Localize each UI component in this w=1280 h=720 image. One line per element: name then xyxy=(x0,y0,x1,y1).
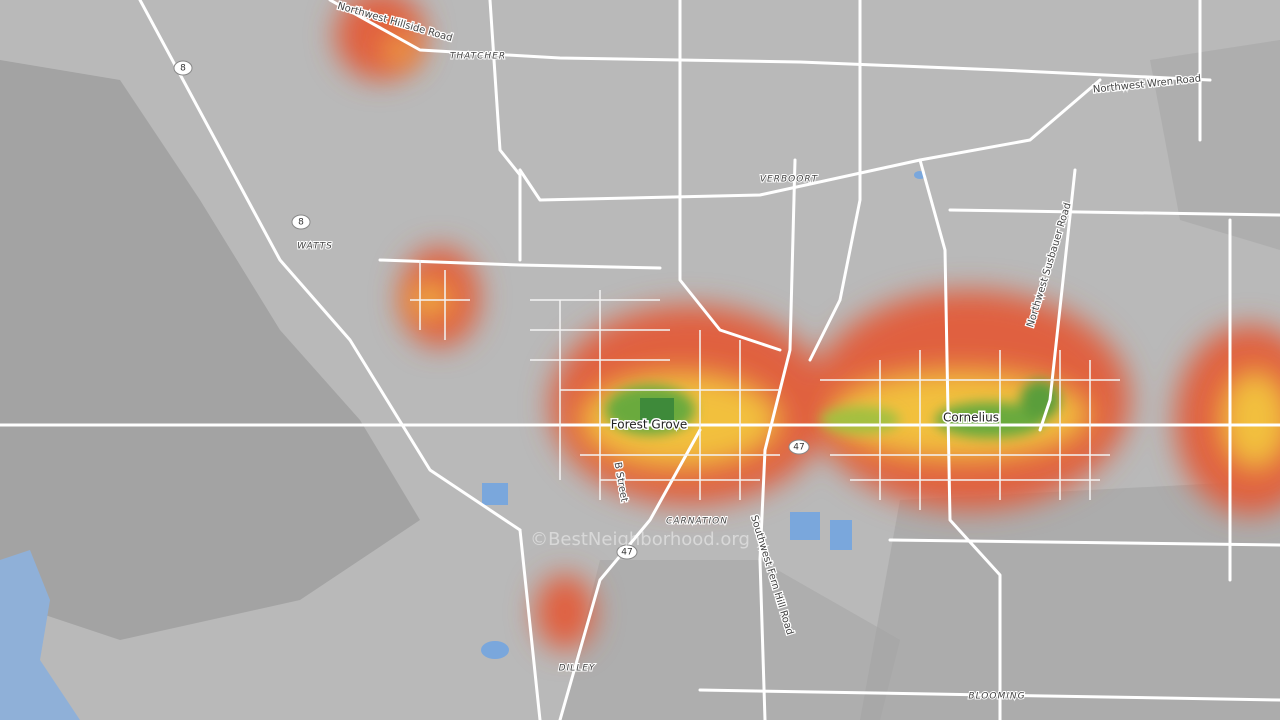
place-label: CARNATION xyxy=(666,517,728,527)
shield xyxy=(291,214,311,230)
shield-label: 8 xyxy=(298,218,304,228)
shield-label: 47 xyxy=(621,548,632,558)
watermark: ©BestNeighborhood.org xyxy=(530,529,750,550)
shield-label: 8 xyxy=(180,64,186,74)
shield-label: 47 xyxy=(793,443,804,453)
city-label: Cornelius xyxy=(943,411,999,425)
place-label: VERBOORT xyxy=(760,175,819,185)
shield xyxy=(616,544,638,560)
lake xyxy=(0,550,80,720)
shield xyxy=(788,439,810,455)
place-label: DILLEY xyxy=(559,664,596,674)
terrain xyxy=(0,40,1280,720)
place-label: BLOOMING xyxy=(968,692,1025,702)
city-label: Forest Grove xyxy=(611,418,687,432)
place-label: WATTS xyxy=(297,242,333,252)
shield xyxy=(173,60,193,76)
ponds xyxy=(481,171,926,659)
place-label: THATCHER xyxy=(450,52,506,62)
route-shields: 8 8 47 47 xyxy=(173,60,810,560)
